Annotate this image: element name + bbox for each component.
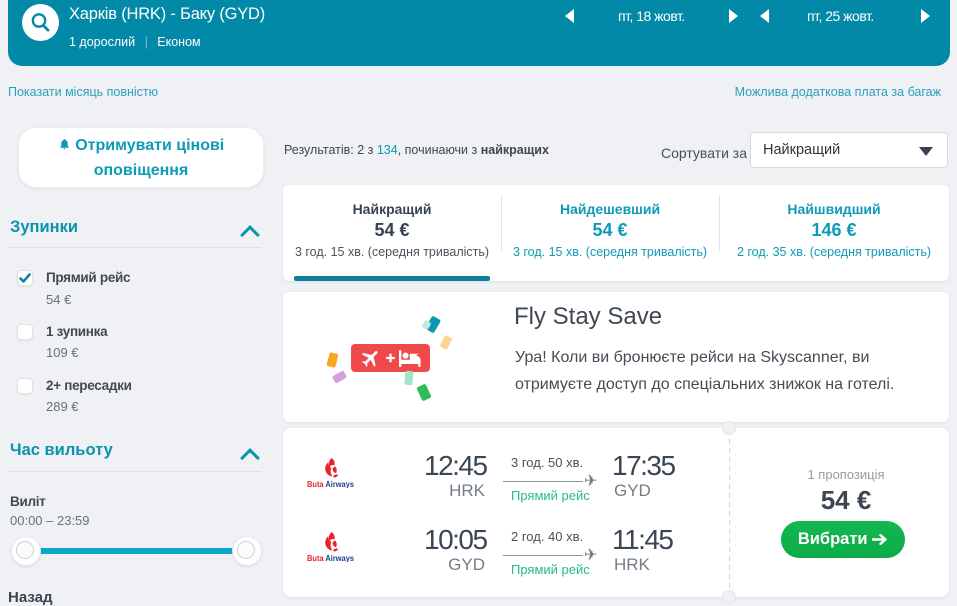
- svg-text:Buta Airways: Buta Airways: [307, 554, 355, 562]
- svg-text:Buta Airways: Buta Airways: [307, 480, 355, 488]
